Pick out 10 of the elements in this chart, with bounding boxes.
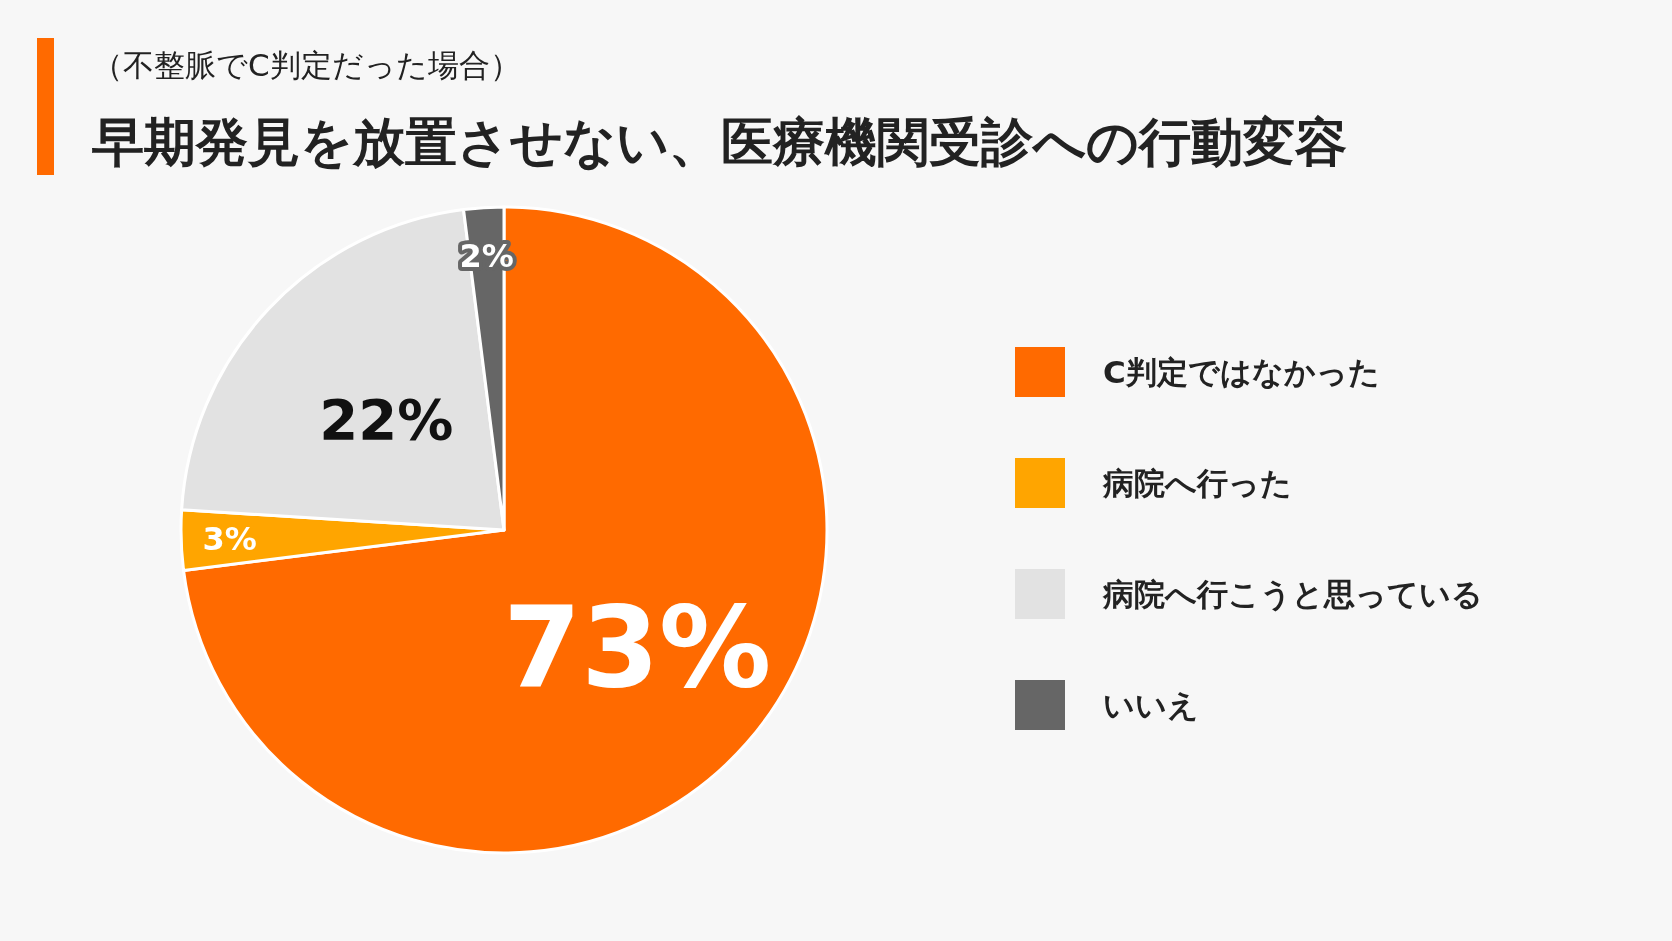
- data-label: 22%: [319, 386, 454, 452]
- pie-slice: [182, 205, 829, 855]
- chart-title: 早期発見を放置させない、医療機関受診への行動変容: [91, 112, 1347, 172]
- legend-label: 病院へ行こうと思っている: [1102, 576, 1483, 612]
- chart-subtitle: （不整脈でC判定だった場合）: [92, 47, 521, 83]
- legend-label: 病院へ行った: [1102, 465, 1292, 501]
- legend-label: いいえ: [1103, 687, 1199, 723]
- legend-label: C判定ではなかった: [1103, 354, 1380, 390]
- data-label: 73%: [503, 582, 772, 713]
- data-label: 3%: [202, 519, 257, 558]
